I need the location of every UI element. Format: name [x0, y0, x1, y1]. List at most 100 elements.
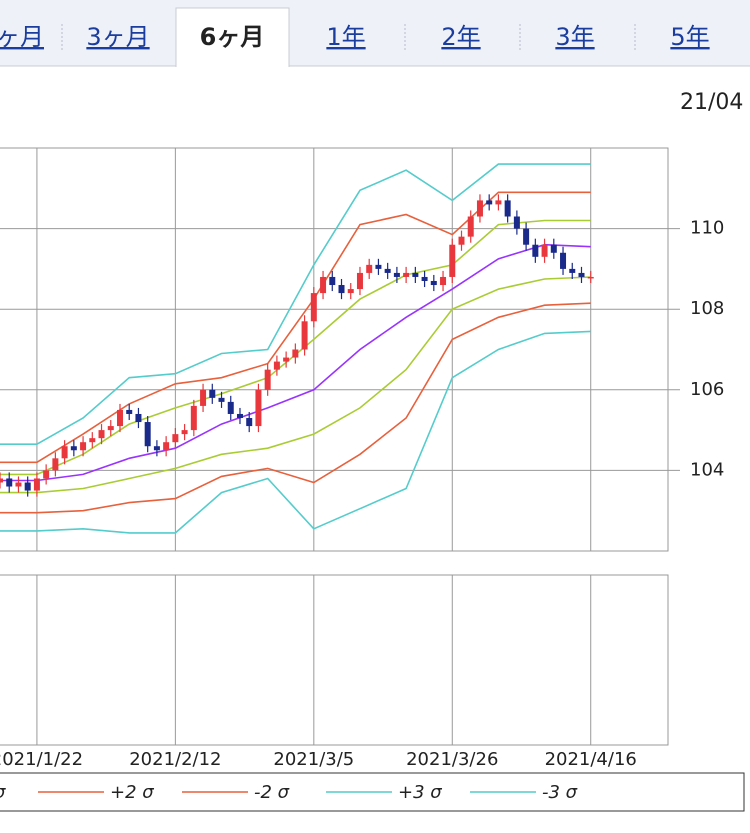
candle-body [227, 401, 234, 414]
candle-body [541, 244, 548, 257]
candle-body [255, 389, 262, 427]
candle-body [347, 289, 354, 294]
candle-body [384, 268, 391, 273]
tab-label[interactable]: 2年 [441, 23, 480, 51]
candle-body [467, 216, 474, 237]
candle-body [449, 244, 456, 277]
candle-body [116, 409, 123, 427]
tab-label: 6ヶ月 [200, 23, 265, 51]
candle-body [301, 321, 308, 350]
band-line [0, 302, 591, 514]
candle-body [329, 276, 336, 286]
tab-label[interactable]: ヶ月 [0, 23, 44, 51]
candle-body [209, 389, 216, 398]
y-tick-label: 104 [690, 459, 724, 480]
candle-body [163, 442, 170, 451]
y-tick-label: 108 [690, 298, 724, 319]
candle-body [513, 216, 520, 229]
candle-body [504, 200, 511, 217]
y-tick-label: 110 [690, 218, 724, 239]
candle-body [532, 244, 539, 257]
candle-body [89, 438, 96, 443]
legend-label: σ [0, 782, 6, 803]
candle-body [495, 200, 502, 205]
candle-body [264, 369, 271, 390]
plot-frame [0, 147, 669, 552]
candle-body [486, 200, 493, 205]
candle-body [292, 349, 299, 358]
legend-label: +3 σ [398, 782, 442, 803]
x-tick-label: 2021/3/26 [406, 749, 498, 770]
candle-body [560, 252, 567, 269]
candle-body [356, 272, 363, 290]
candle-body [320, 276, 327, 294]
candle-body [523, 228, 530, 245]
candle-body [440, 276, 447, 286]
candle-body [153, 446, 160, 451]
candle-body [246, 418, 253, 427]
candle-body [0, 478, 3, 483]
candle-body [273, 361, 280, 370]
tab-label[interactable]: 1年 [326, 23, 365, 51]
candle-body [107, 426, 114, 431]
x-tick-label: 2021/3/5 [273, 749, 354, 770]
legend-label: -2 σ [254, 782, 290, 803]
candle-body [43, 470, 50, 479]
candle-body [578, 272, 585, 277]
candle-body [135, 413, 142, 423]
candle-body [126, 409, 133, 414]
candle-body [24, 482, 31, 491]
tab-label[interactable]: 3年 [555, 23, 594, 51]
candle-body [338, 285, 345, 294]
candle-body [52, 458, 59, 471]
band-line [0, 219, 591, 476]
band-line [0, 243, 591, 482]
candle-body [458, 236, 465, 245]
candle-body [61, 446, 68, 459]
x-tick-label: 2021/2/12 [129, 749, 221, 770]
candle-body [366, 264, 373, 273]
candle-body [412, 272, 419, 277]
candle-body [98, 430, 105, 439]
candle-body [550, 244, 557, 253]
candle-body [476, 200, 483, 217]
candle-body [421, 276, 428, 281]
candle-body [15, 482, 22, 487]
candle-body [587, 276, 594, 279]
candle-body [200, 389, 207, 406]
active-tab [175, 7, 290, 67]
tab-label[interactable]: 5年 [670, 23, 709, 51]
candle-body [393, 272, 400, 277]
x-tick-label: 2021/4/16 [545, 749, 637, 770]
candle-body [375, 264, 382, 269]
candle-body [236, 413, 243, 419]
candle-body [310, 293, 317, 322]
candle-body [144, 422, 151, 447]
candle-body [33, 478, 40, 491]
legend-label: -3 σ [542, 782, 578, 803]
candle-body [80, 442, 87, 451]
band-line [0, 330, 591, 534]
legend-label: +2 σ [110, 782, 154, 803]
candle-body [181, 430, 188, 435]
lower-frame [0, 574, 669, 746]
x-tick-label: 2021/1/22 [0, 749, 83, 770]
candle-body [218, 397, 225, 402]
candle-body [6, 478, 13, 487]
band-line [0, 276, 591, 494]
date-header: 21/04 [680, 90, 743, 115]
tab-label[interactable]: 3ヶ月 [86, 23, 149, 51]
band-line [0, 191, 591, 464]
tab-bar [0, 0, 750, 66]
candle-body [172, 434, 179, 443]
candle-body [430, 280, 437, 286]
candle-body [569, 268, 576, 273]
candle-body [70, 446, 77, 451]
candle-body [283, 357, 290, 362]
band-line [0, 163, 591, 445]
candle-body [403, 272, 410, 277]
candle-body [190, 405, 197, 431]
y-tick-label: 106 [690, 379, 724, 400]
